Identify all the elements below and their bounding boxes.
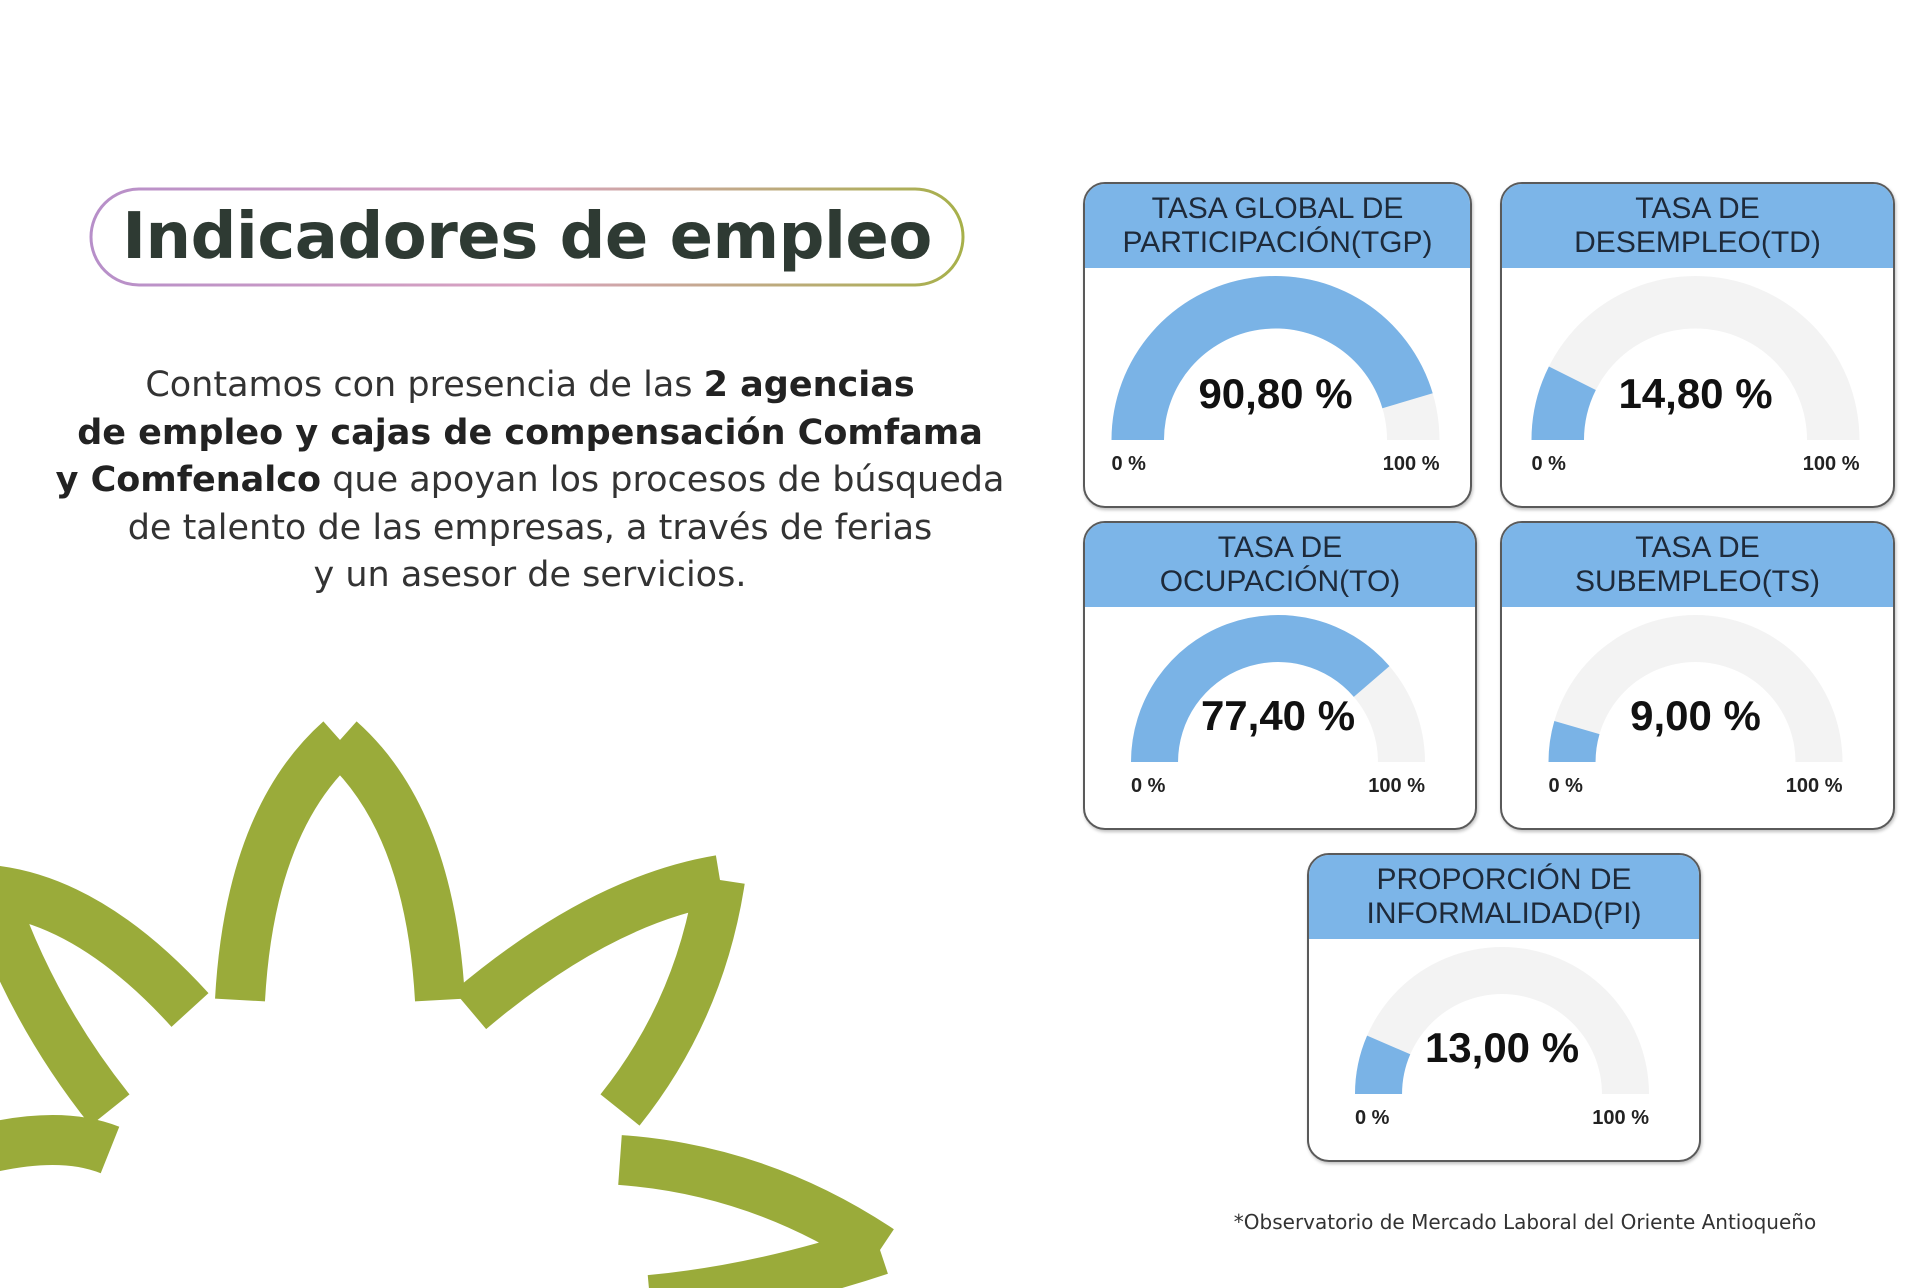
gauge-title: PROPORCIÓN DE	[1376, 863, 1632, 896]
gauge-title: SUBEMPLEO(TS)	[1574, 565, 1821, 598]
gauge-value	[1531, 366, 1596, 440]
gauge-value	[1111, 275, 1433, 440]
gauge-header: TASA DE SUBEMPLEO(TS)	[1502, 523, 1893, 607]
text: que apoyan los procesos de búsqueda	[321, 460, 1005, 500]
text: y un asesor de servicios.	[313, 555, 747, 595]
gauge-title: TASA DE	[1217, 531, 1343, 564]
scale-label: 0 %	[1355, 1107, 1390, 1129]
paragraph-line: y Comfenalco que apoyan los procesos de …	[20, 457, 1040, 505]
gauge-title: PARTICIPACIÓN(TGP)	[1122, 226, 1433, 259]
gauge: 14,80 % 0 % 100 %	[1531, 276, 1860, 475]
gauge: 77,40 % 0 % 100 %	[1131, 615, 1425, 797]
value-label: 13,00 %	[1425, 1024, 1579, 1071]
gauge-title: TASA DE	[1635, 531, 1760, 564]
scale-label: 0 %	[1549, 775, 1584, 797]
paragraph-line: de talento de las empresas, a través de …	[20, 505, 1040, 553]
scale-label: 100 %	[1786, 775, 1843, 797]
scale-label: 0 %	[1131, 775, 1166, 797]
text: Contamos con presencia de las	[145, 365, 704, 405]
scale-label: 100 %	[1383, 453, 1440, 475]
gauge-track	[1548, 615, 1843, 762]
scale-label: 0 %	[1532, 453, 1567, 475]
flower	[0, 721, 894, 1288]
gauge-card: TASA DE OCUPACIÓN(TO) 77,40 % 0 % 100 %	[1083, 521, 1477, 830]
gauge-header: TASA DE OCUPACIÓN(TO)	[1085, 523, 1475, 607]
gauge-value	[1355, 1035, 1411, 1094]
gauge: 13,00 % 0 % 100 %	[1355, 947, 1649, 1129]
value-label: 14,80 %	[1618, 370, 1772, 417]
value-label: 90,80 %	[1198, 370, 1352, 417]
paragraph-line: y un asesor de servicios.	[20, 552, 1040, 600]
gauge-title: DESEMPLEO(TD)	[1574, 226, 1821, 259]
gauge-card: TASA GLOBAL DE PARTICIPACIÓN(TGP) 90,80 % 0…	[1083, 182, 1472, 508]
scale-label: 100 %	[1368, 775, 1425, 797]
gauge-header: TASA DE DESEMPLEO(TD)	[1502, 184, 1893, 268]
title-pill	[89, 187, 965, 287]
scale-label: 0 %	[1112, 453, 1147, 475]
gauge-header: PROPORCIÓN DE INFORMALIDAD(PI)	[1309, 855, 1699, 939]
gauge-title: TASA GLOBAL DE	[1151, 192, 1404, 225]
gauge-track	[1531, 276, 1860, 440]
gauge-title: OCUPACIÓN(TO)	[1159, 565, 1401, 598]
gauge: 9,00 % 0 % 100 %	[1548, 615, 1843, 797]
text: de talento de las empresas, a través de …	[127, 507, 933, 548]
gauge-title: TASA DE	[1635, 192, 1760, 225]
value-label: 9,00 %	[1630, 692, 1761, 739]
gauge-track	[1355, 947, 1649, 1094]
paragraph-line: de empleo y cajas de compensación Comfam…	[20, 410, 1040, 458]
bold-text: y Comfenalco	[55, 460, 322, 500]
gauge: 90,80 % 0 % 100 %	[1111, 275, 1440, 475]
scale-label: 100 %	[1803, 453, 1860, 475]
gauge-card: TASA DE DESEMPLEO(TD) 14,80 % 0 % 100 %	[1500, 182, 1895, 508]
gauge-value	[1131, 615, 1390, 762]
gauge-card: TASA DE SUBEMPLEO(TS) 9,00 % 0 % 100 %	[1500, 521, 1895, 830]
value-label: 77,40 %	[1201, 692, 1355, 739]
source-note: *Observatorio de Mercado Laboral del Ori…	[1233, 1210, 1817, 1234]
bold-text: 2 agencias	[703, 365, 915, 405]
scale-label: 100 %	[1592, 1107, 1649, 1129]
intro-paragraph: Contamos con presencia de las 2 agencias…	[20, 362, 1040, 600]
gauge-header: TASA GLOBAL DE PARTICIPACIÓN(TGP)	[1085, 184, 1470, 268]
paragraph-line: Contamos con presencia de las 2 agencias	[20, 362, 1040, 410]
gauge-title: INFORMALIDAD(PI)	[1366, 897, 1642, 930]
gauge-value	[1548, 720, 1600, 762]
bold-text: de empleo y cajas de compensación Comfam…	[77, 412, 983, 453]
gauge-card: PROPORCIÓN DE INFORMALIDAD(PI) 13,00 % 0 % 1…	[1307, 853, 1701, 1162]
page-title: Indicadores de empleo	[122, 200, 932, 274]
